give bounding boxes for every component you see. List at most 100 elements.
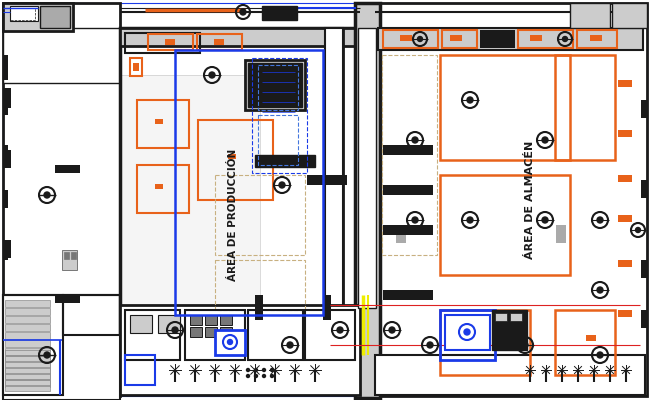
Bar — [556, 225, 566, 243]
Bar — [5, 308, 50, 315]
Bar — [120, 75, 260, 315]
Circle shape — [279, 182, 285, 188]
Bar — [5, 380, 50, 387]
Bar — [5, 350, 50, 355]
Bar — [375, 3, 647, 396]
Bar — [220, 315, 232, 325]
Bar — [5, 332, 50, 339]
Bar — [215, 175, 305, 255]
Circle shape — [597, 287, 603, 293]
Bar — [71, 252, 76, 259]
Bar — [255, 295, 263, 320]
Bar — [555, 310, 615, 375]
Circle shape — [246, 368, 250, 372]
Bar — [5, 356, 50, 361]
Circle shape — [522, 342, 528, 348]
Circle shape — [255, 374, 257, 378]
Circle shape — [279, 82, 285, 88]
Bar — [495, 313, 507, 321]
Bar — [10, 8, 35, 20]
Bar — [5, 368, 50, 373]
Circle shape — [172, 327, 178, 333]
Bar — [5, 374, 50, 379]
Bar — [383, 290, 433, 300]
Bar — [125, 355, 155, 385]
Bar — [137, 165, 189, 213]
Bar — [518, 30, 573, 48]
Bar — [125, 33, 200, 53]
Circle shape — [464, 329, 470, 335]
Circle shape — [337, 327, 343, 333]
Bar — [137, 100, 189, 148]
Bar — [10, 6, 38, 21]
Bar — [205, 327, 217, 337]
Bar — [155, 184, 163, 189]
Bar — [215, 260, 305, 310]
Bar — [120, 75, 260, 315]
Bar — [220, 327, 232, 337]
Bar — [5, 340, 50, 347]
Bar — [440, 55, 570, 160]
Bar — [3, 145, 8, 160]
Bar — [641, 180, 648, 198]
Bar — [40, 6, 70, 28]
Bar — [618, 310, 632, 317]
Circle shape — [412, 217, 418, 223]
Bar — [383, 30, 438, 48]
Bar — [5, 300, 50, 307]
Bar — [3, 190, 8, 208]
Bar — [555, 55, 615, 160]
Bar — [530, 35, 542, 41]
Bar — [258, 115, 298, 165]
Bar — [355, 3, 380, 398]
Bar — [641, 260, 648, 278]
Circle shape — [467, 217, 473, 223]
Bar — [442, 30, 477, 48]
Bar — [55, 165, 80, 173]
Bar — [3, 88, 11, 108]
Bar — [492, 310, 527, 350]
Text: ÁREA DE PRODUCCIÓN: ÁREA DE PRODUCCIÓN — [228, 149, 238, 281]
Bar — [120, 28, 360, 333]
Circle shape — [412, 137, 418, 143]
Bar — [307, 175, 347, 185]
Circle shape — [255, 368, 257, 372]
Bar — [641, 100, 648, 118]
Bar — [440, 175, 570, 275]
Bar — [175, 50, 323, 315]
Bar — [3, 245, 8, 260]
Circle shape — [227, 340, 233, 344]
Bar — [450, 35, 462, 41]
Bar — [358, 28, 376, 308]
Bar — [383, 225, 433, 235]
Bar — [383, 185, 433, 195]
Bar — [158, 315, 180, 333]
Bar — [612, 3, 647, 28]
Bar — [198, 120, 273, 200]
Bar — [641, 310, 648, 328]
Bar — [5, 380, 50, 385]
Bar — [185, 310, 245, 360]
Circle shape — [263, 368, 265, 372]
Bar — [445, 315, 490, 350]
Bar — [5, 316, 50, 323]
Bar — [5, 364, 50, 371]
Bar — [382, 55, 437, 255]
Circle shape — [44, 352, 50, 358]
Bar — [618, 175, 632, 182]
Bar — [262, 6, 297, 20]
Bar — [5, 324, 50, 331]
Bar — [3, 28, 120, 83]
Bar — [155, 119, 163, 124]
Bar — [258, 65, 298, 110]
Bar — [190, 327, 202, 337]
Text: ÁREA DE ALMACÉN: ÁREA DE ALMACÉN — [525, 141, 535, 259]
Circle shape — [209, 72, 215, 78]
Circle shape — [417, 36, 422, 42]
Bar — [248, 310, 303, 360]
Circle shape — [562, 36, 567, 42]
Bar — [378, 28, 643, 50]
Bar — [130, 58, 142, 76]
Bar — [480, 30, 515, 48]
Circle shape — [542, 137, 548, 143]
